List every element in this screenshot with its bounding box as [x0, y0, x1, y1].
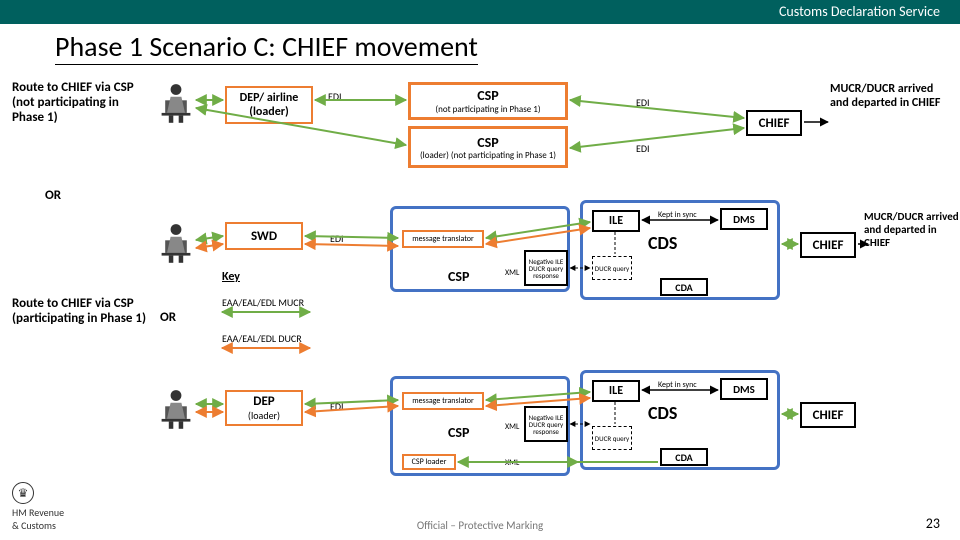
neg-box: Negative ILE DUCR query response — [524, 250, 568, 286]
ile2-lbl: ILE — [609, 384, 623, 398]
swd-box: SWD — [225, 222, 303, 250]
dms-box: DMS — [720, 208, 768, 230]
csp1-box: CSP (not participating in Phase 1) — [408, 82, 568, 120]
logo-l2: & Customs — [12, 519, 64, 532]
ducrq-box: DUCR query — [592, 256, 632, 280]
kept2-label: Kept in sync — [658, 380, 697, 390]
crown-icon: ♛ — [12, 482, 34, 504]
chief-lbl: CHIEF — [813, 408, 844, 423]
person-icon — [158, 222, 194, 264]
csploader2-lbl: CSP loader — [412, 457, 447, 467]
person-icon — [158, 388, 194, 430]
dms2-box: DMS — [720, 378, 768, 400]
dep-l1: DEP/ airline — [240, 91, 299, 105]
neg-lbl: Negative ILE DUCR query response — [528, 258, 564, 279]
kept-label: Kept in sync — [658, 210, 697, 220]
header-bar: Customs Declaration Service — [0, 0, 960, 24]
ile-lbl: ILE — [609, 214, 623, 228]
csploader2-box: CSP loader — [402, 454, 456, 470]
route2-label: Route to CHIEF via CSP (participating in… — [12, 296, 148, 326]
dms-lbl: DMS — [733, 213, 755, 226]
msgtr2-box: message translator — [402, 392, 484, 410]
footer-marking: Official – Protective Marking — [417, 519, 543, 532]
key1: EAA/EAL/EDL MUCR — [222, 296, 304, 309]
csp2-l2: (loader) (not participating in Phase 1) — [420, 151, 556, 160]
csp4-label: CSP — [448, 424, 469, 441]
page-number: 23 — [926, 515, 940, 532]
or-label: OR — [45, 188, 61, 203]
xml-label: XML — [505, 458, 519, 468]
chief1-box: CHIEF — [746, 110, 802, 136]
key-title: Key — [222, 270, 240, 284]
key2: EAA/EAL/EDL DUCR — [222, 332, 302, 345]
cda2-lbl: CDA — [675, 451, 692, 464]
neg2-box: Negative ILE DUCR query response — [524, 406, 568, 442]
csp2-box: CSP (loader) (not participating in Phase… — [408, 126, 568, 168]
csp1-l1: CSP — [477, 87, 498, 104]
chief-lbl: CHIEF — [813, 238, 844, 253]
edi-label: EDI — [330, 400, 344, 413]
swd-lbl: SWD — [251, 229, 277, 244]
ducrq2-box: DUCR query — [592, 426, 632, 450]
cda-lbl: CDA — [675, 281, 692, 294]
cda-box: CDA — [660, 278, 708, 296]
result2: MUCR/DUCR arrived and departed in CHIEF — [864, 210, 960, 249]
edi-label: EDI — [328, 90, 342, 103]
ile-box: ILE — [592, 210, 640, 232]
edi-label: EDI — [636, 142, 650, 155]
ile2-box: ILE — [592, 380, 640, 402]
dep2-l1: DEP — [253, 394, 274, 409]
page-title: Phase 1 Scenario C: CHIEF movement — [55, 29, 478, 65]
edi-label: EDI — [330, 232, 344, 245]
chief-lbl: CHIEF — [759, 116, 790, 131]
dep2-box: DEP (loader) — [225, 390, 303, 426]
cda2-box: CDA — [660, 448, 708, 466]
ducrq2-lbl: DUCR query — [595, 435, 629, 442]
neg2-lbl: Negative ILE DUCR query response — [528, 414, 564, 435]
header-title: Customs Declaration Service — [779, 3, 940, 20]
logo-l1: HM Revenue — [12, 506, 64, 519]
msgtr-lbl: message translator — [412, 234, 474, 244]
dep-airline-box: DEP/ airline (loader) — [225, 86, 313, 124]
dms2-lbl: DMS — [733, 383, 755, 396]
dep2-l2: (loader) — [248, 409, 280, 422]
csp2-l1: CSP — [477, 134, 498, 151]
ducrq-lbl: DUCR query — [595, 265, 629, 272]
hmrc-logo: ♛ HM Revenue & Customs — [12, 482, 64, 532]
xml-label: XML — [505, 268, 519, 278]
person-icon — [158, 82, 194, 124]
chief2-box: CHIEF — [800, 232, 856, 258]
route1-label: Route to CHIEF via CSP (not participatin… — [12, 80, 140, 125]
xml-label: XML — [505, 422, 519, 432]
cds2-label: CDS — [648, 402, 677, 424]
result1: MUCR/DUCR arrived and departed in CHIEF — [830, 82, 950, 110]
csp1-l2: (not participating in Phase 1) — [435, 104, 540, 115]
cds-label: CDS — [648, 232, 677, 254]
dep-l2: (loader) — [249, 105, 289, 119]
edi-label: EDI — [636, 96, 650, 109]
csp3-label: CSP — [448, 268, 469, 285]
chief3-box: CHIEF — [800, 402, 856, 428]
msgtr2-lbl: message translator — [412, 396, 474, 406]
or-label: OR — [160, 310, 176, 325]
msgtr-box: message translator — [402, 230, 484, 248]
